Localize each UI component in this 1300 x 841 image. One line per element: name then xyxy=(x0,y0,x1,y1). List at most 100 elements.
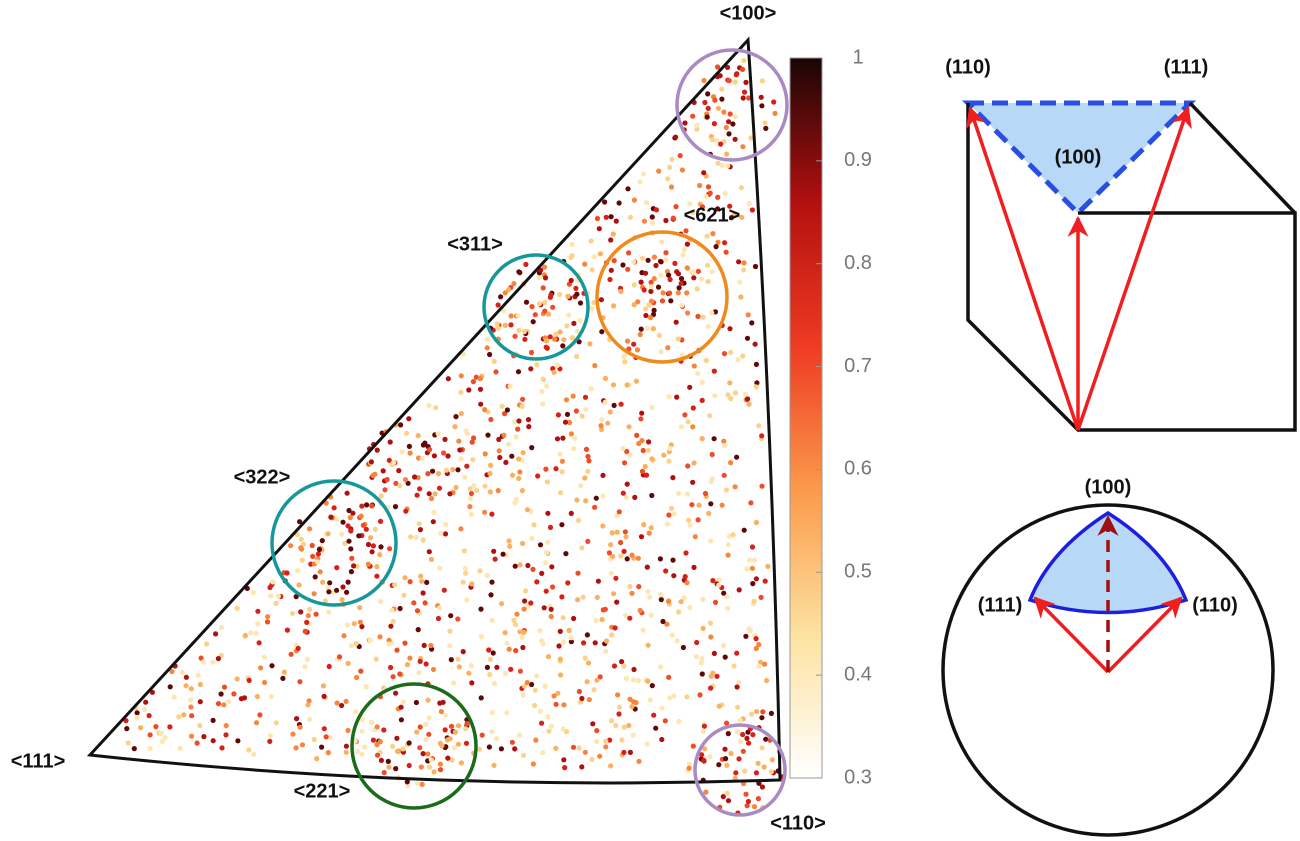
dot xyxy=(684,290,690,296)
dot xyxy=(746,626,752,632)
dot xyxy=(611,303,617,309)
dot xyxy=(700,596,706,603)
dot xyxy=(517,668,524,674)
dot xyxy=(684,694,690,700)
label: (110) xyxy=(945,56,991,78)
dot xyxy=(436,485,443,491)
dot xyxy=(442,727,448,733)
dot xyxy=(197,699,203,705)
dot xyxy=(420,751,426,757)
dot xyxy=(627,749,634,756)
dot xyxy=(426,402,432,409)
dot xyxy=(524,507,531,513)
dot xyxy=(560,435,566,441)
dot xyxy=(748,711,755,717)
dot xyxy=(394,735,400,741)
dot xyxy=(641,522,647,528)
dot xyxy=(428,757,434,763)
dot xyxy=(390,460,397,466)
dot xyxy=(591,687,597,693)
dot xyxy=(642,463,648,470)
dot xyxy=(369,549,375,555)
dot xyxy=(668,298,674,304)
dot xyxy=(585,660,592,666)
dot xyxy=(724,720,730,726)
dot xyxy=(671,511,677,517)
dot xyxy=(372,526,378,533)
dot xyxy=(496,448,502,454)
dot xyxy=(515,426,521,432)
dot xyxy=(702,99,708,106)
dot xyxy=(188,704,194,710)
dot xyxy=(588,386,594,392)
dot xyxy=(684,580,690,586)
dot xyxy=(367,637,373,643)
dot xyxy=(487,351,493,358)
dot xyxy=(661,452,667,458)
dot xyxy=(413,699,419,706)
dot xyxy=(708,634,714,640)
dot xyxy=(393,690,399,696)
dot xyxy=(404,430,410,436)
edge xyxy=(1188,101,1297,215)
dot xyxy=(571,320,577,326)
dot xyxy=(334,587,340,593)
dot xyxy=(731,663,737,669)
dot xyxy=(700,625,706,632)
dot xyxy=(298,536,304,542)
dot xyxy=(546,728,552,734)
dot xyxy=(559,469,565,475)
dot xyxy=(623,675,630,682)
dot xyxy=(699,379,705,385)
dot xyxy=(637,179,643,185)
dot xyxy=(270,579,276,585)
dot xyxy=(561,639,567,645)
dot xyxy=(743,791,749,797)
dot xyxy=(674,269,680,275)
dot xyxy=(687,522,693,528)
dot xyxy=(134,714,140,721)
dot xyxy=(530,761,537,767)
dot xyxy=(657,556,664,562)
dot xyxy=(215,656,221,662)
dot xyxy=(643,312,649,319)
dot xyxy=(470,379,476,385)
dot xyxy=(257,712,263,718)
dot xyxy=(565,580,571,586)
dot xyxy=(704,114,710,120)
dot xyxy=(664,621,670,627)
dot xyxy=(560,343,566,349)
dot xyxy=(397,605,403,612)
dot xyxy=(603,744,609,750)
dot xyxy=(658,239,665,245)
dot xyxy=(732,211,738,218)
dot xyxy=(582,749,588,755)
dot xyxy=(588,238,594,244)
dot xyxy=(523,261,529,267)
dot xyxy=(416,670,422,676)
dot xyxy=(326,663,332,670)
dot xyxy=(751,598,757,604)
tick-label: 0.9 xyxy=(844,149,872,171)
dot xyxy=(678,280,684,286)
dot xyxy=(727,380,733,386)
dot xyxy=(241,695,248,701)
dot xyxy=(625,186,631,192)
dot xyxy=(461,548,467,554)
dot xyxy=(649,683,655,689)
dot xyxy=(423,736,429,743)
dot xyxy=(616,200,622,206)
dot xyxy=(749,207,756,213)
dot xyxy=(683,228,689,234)
dot xyxy=(649,404,655,411)
dot xyxy=(730,121,736,127)
dot xyxy=(725,392,731,398)
dot xyxy=(649,492,655,499)
dot xyxy=(218,691,224,697)
dot xyxy=(334,700,340,706)
dot xyxy=(529,445,535,451)
dot xyxy=(377,739,383,745)
dot xyxy=(611,402,617,408)
dot xyxy=(607,409,613,415)
dot xyxy=(721,438,727,444)
